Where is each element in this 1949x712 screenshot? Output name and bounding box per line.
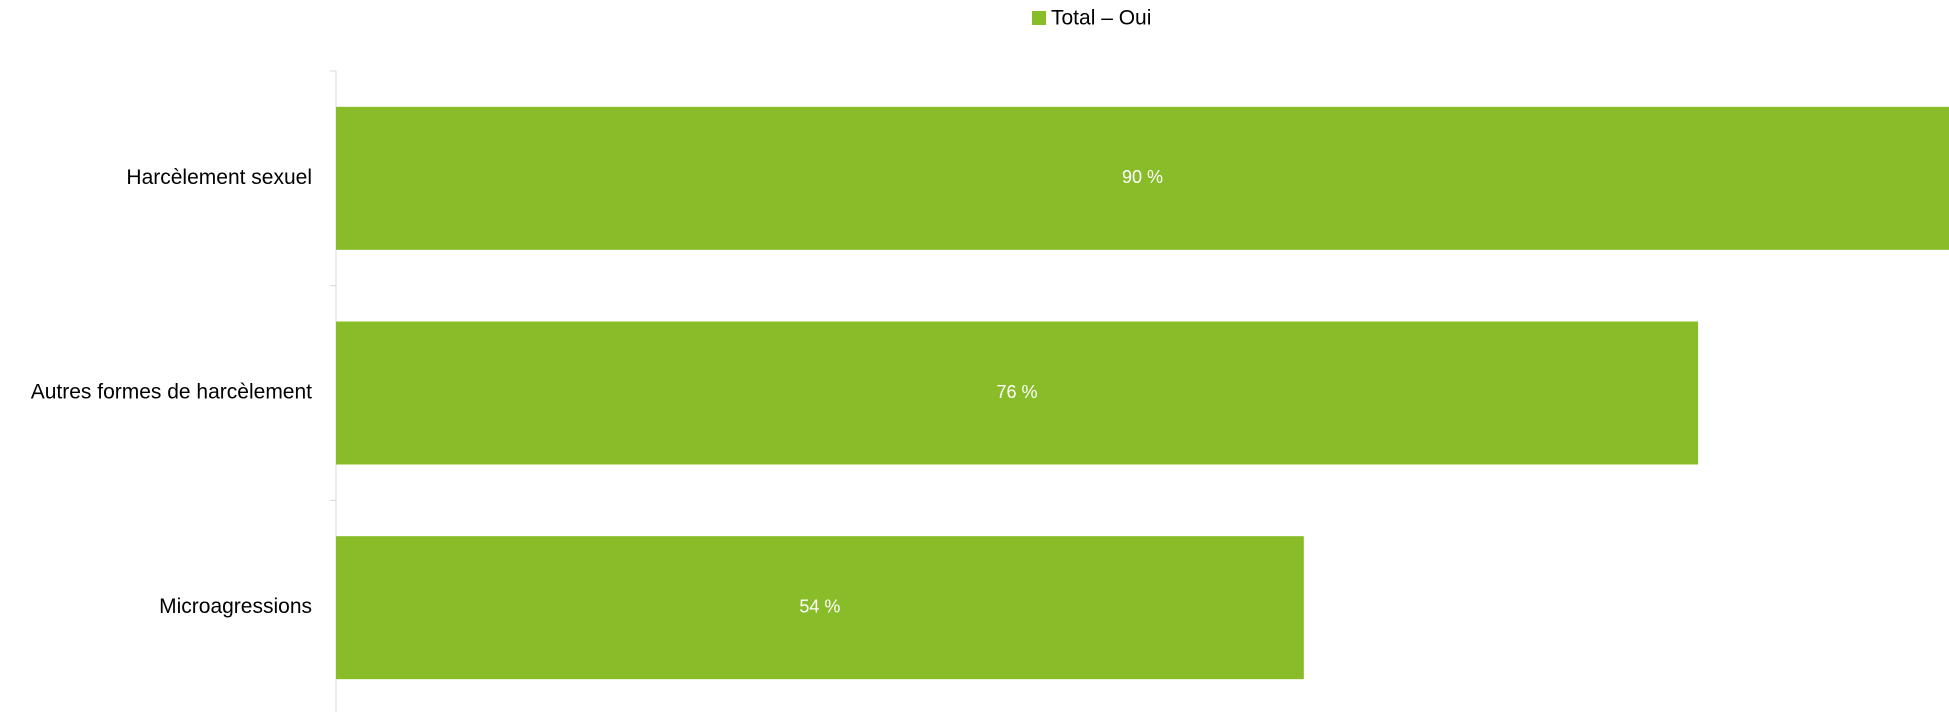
bar <box>336 106 1949 250</box>
data-label: 54 % <box>799 596 840 616</box>
legend-swatch <box>1032 11 1046 25</box>
category-label: Microagressions <box>159 595 312 618</box>
data-label: 76 % <box>997 382 1038 402</box>
bar <box>336 321 1699 465</box>
legend-label: Total – Oui <box>1051 7 1151 30</box>
bar <box>336 536 1304 680</box>
category-label: Harcèlement sexuel <box>126 166 312 189</box>
data-label: 90 % <box>1122 167 1163 187</box>
category-label: Autres formes de harcèlement <box>31 381 312 404</box>
